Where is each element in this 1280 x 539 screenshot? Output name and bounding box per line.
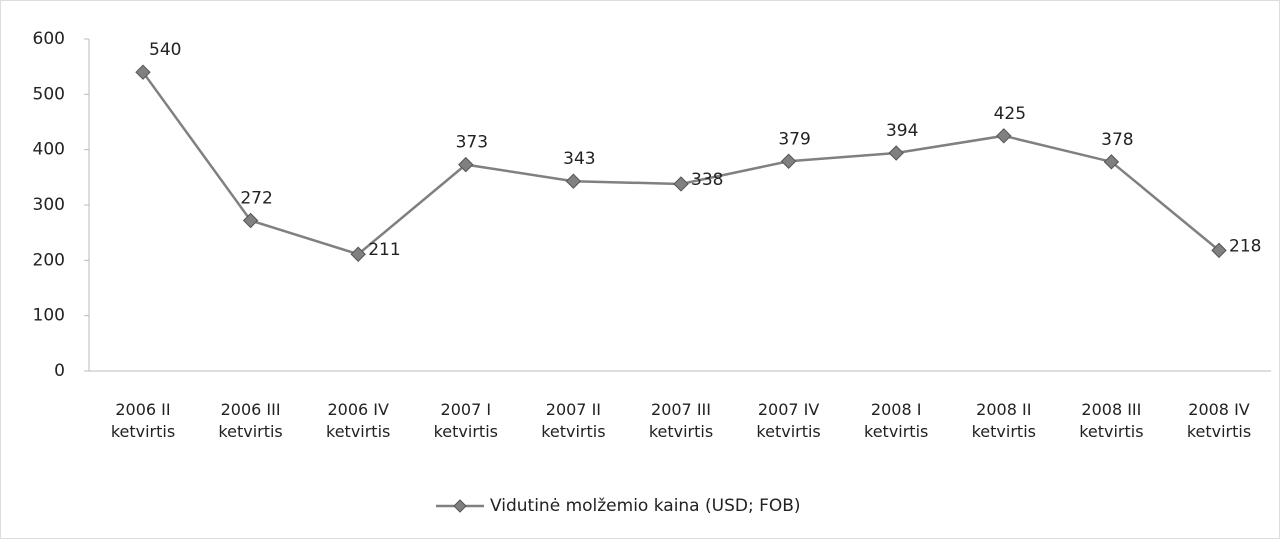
x-tick-label: 2006 III ketvirtis [218,400,283,441]
legend-label: Vidutinė molžemio kaina (USD; FOB) [490,496,801,516]
marker [135,64,151,80]
x-tick-label: 2007 IV ketvirtis [756,400,821,441]
y-tick-label: 400 [33,140,65,160]
x-tick-label: 2007 I ketvirtis [433,400,498,441]
y-tick-label: 300 [33,195,65,215]
data-label: 343 [563,149,595,169]
y-tick-label: 600 [33,29,65,49]
marker [565,173,582,189]
data-label: 425 [994,104,1026,124]
data-label: 211 [368,240,400,260]
y-tick-label: 500 [33,84,65,104]
data-label: 272 [240,188,272,208]
legend-marker [453,499,467,513]
x-tick-label: 2008 III ketvirtis [1079,400,1144,441]
marker [780,153,797,169]
data-label: 218 [1229,236,1261,256]
y-tick-label: 200 [33,250,65,270]
x-tick-label: 2006 II ketvirtis [110,400,176,441]
y-tick-label: 100 [33,306,65,326]
series-line [141,71,1220,256]
data-label: 394 [886,121,918,141]
data-label: 378 [1101,130,1133,150]
x-tick-label: 2008 I ketvirtis [864,400,929,441]
data-label: 338 [691,170,723,190]
x-tick-label: 2008 IV ketvirtis [1186,400,1252,441]
x-tick-label: 2007 II ketvirtis [541,400,606,441]
marker [888,145,904,161]
marker [242,212,259,229]
marker [1103,154,1120,170]
data-label: 379 [778,129,810,149]
x-tick-label: 2008 II ketvirtis [971,400,1036,441]
data-label: 540 [149,40,181,60]
x-tick-label: 2007 III ketvirtis [648,400,714,441]
y-tick-label: 0 [54,361,65,381]
marker [673,176,689,192]
marker [350,246,366,262]
marker [996,128,1012,144]
marker [1211,242,1227,259]
data-label: 373 [456,133,488,153]
marker [458,156,474,173]
x-tick-label: 2006 IV ketvirtis [326,400,391,441]
